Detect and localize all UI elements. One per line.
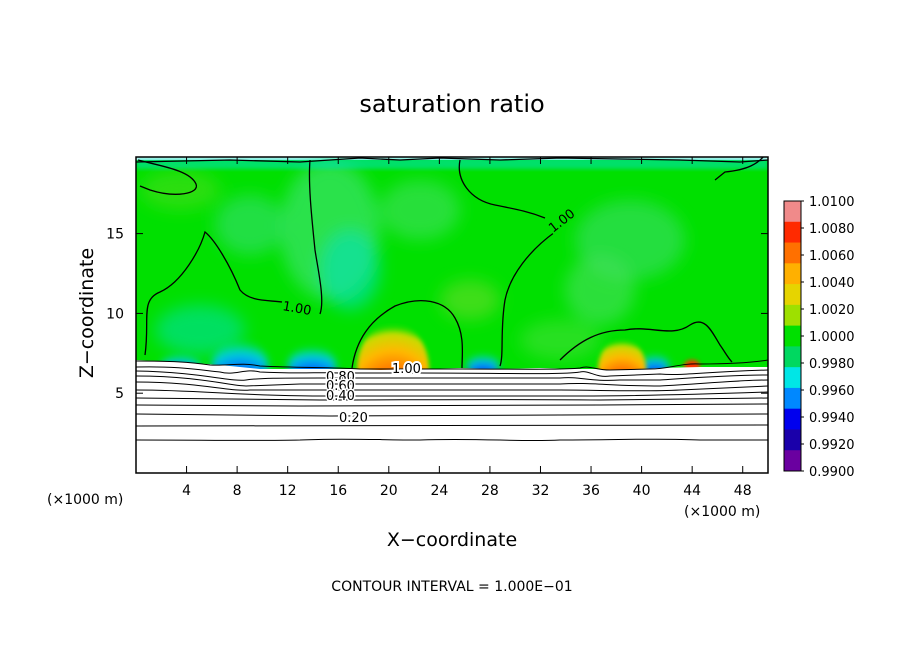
x-tick-label: 28 — [481, 483, 499, 499]
colorbar-swatch — [784, 221, 801, 244]
x-tick-label: 44 — [683, 483, 701, 499]
x-unit-right: (×1000 m) — [684, 504, 760, 520]
x-tick-label: 8 — [233, 483, 242, 499]
x-tick-label: 32 — [532, 483, 550, 499]
contour-label-4: 0.80 — [326, 370, 355, 385]
colorbar-label: 0.9900 — [809, 465, 855, 480]
x-tick-label: 12 — [279, 483, 297, 499]
colorbar-label: 0.9940 — [809, 411, 855, 426]
x-unit-left: (×1000 m) — [47, 492, 123, 508]
lower-contour-lines — [136, 359, 768, 442]
contour-label-5: 0.60 — [326, 379, 355, 394]
contour-interval-note: CONTOUR INTERVAL = 1.000E−01 — [331, 579, 572, 595]
x-axis: 4 8 12 16 20 24 28 32 36 40 44 48 — [182, 157, 752, 499]
colorbar-swatch — [784, 201, 801, 223]
y-axis-label: Z−coordinate — [76, 248, 98, 378]
colorbar-label: 1.0020 — [809, 303, 855, 318]
contour-lines — [136, 157, 768, 369]
colorbar-swatch — [784, 429, 801, 451]
plot-area: 1.00 1.00 1.00 0.80 0.60 0.40 0.20 — [136, 157, 768, 473]
field-texture — [140, 160, 685, 360]
x-tick-label: 40 — [633, 483, 651, 499]
x-tick-label: 48 — [734, 483, 752, 499]
x-tick-label: 24 — [430, 483, 448, 499]
colorbar-label: 1.0060 — [809, 249, 855, 264]
colorbar-swatch — [784, 450, 801, 472]
colorbar-swatch — [784, 408, 801, 430]
lower-dry-layer — [136, 360, 768, 473]
y-tick-label: 15 — [106, 227, 124, 243]
x-tick-label: 16 — [329, 483, 347, 499]
chart-title: saturation ratio — [359, 90, 544, 118]
colorbar-swatch — [784, 304, 801, 327]
colorbar-label: 0.9980 — [809, 357, 855, 372]
colorbar-label: 1.0040 — [809, 276, 855, 291]
colorbar-swatch — [784, 325, 801, 347]
colorbar-label: 1.0000 — [809, 330, 855, 345]
contour-label-3: 1.00 — [392, 362, 421, 377]
y-axis: 5 10 15 — [106, 227, 768, 402]
contour-label-7: 0.20 — [339, 411, 368, 426]
contour-label-6: 0.40 — [326, 389, 355, 404]
x-axis-label: X−coordinate — [387, 529, 517, 551]
colorbar-label: 0.9960 — [809, 384, 855, 399]
colorbar-swatch — [784, 263, 801, 285]
colorbar: 1.0100 1.0080 1.0060 1.0040 1.0020 1.0000 0.99… — [783, 195, 855, 480]
plot-frame — [135, 156, 769, 474]
colorbar-swatch — [784, 387, 801, 410]
x-tick-label: 36 — [582, 483, 600, 499]
colorbar-label: 0.9920 — [809, 438, 855, 453]
colorbar-swatch — [784, 242, 801, 264]
colorbar-swatch — [784, 346, 801, 368]
colorbar-swatch — [784, 367, 801, 389]
contour-label-1: 1.00 — [281, 299, 312, 319]
x-tick-label: 20 — [380, 483, 398, 499]
colorbar-label: 1.0080 — [809, 222, 855, 237]
y-tick-label: 5 — [115, 386, 124, 402]
y-tick-label: 10 — [106, 306, 124, 322]
colorbar-label: 1.0100 — [809, 195, 855, 210]
contour-value-labels: 1.00 1.00 1.00 0.80 0.60 0.40 0.20 — [279, 205, 580, 428]
colorbar-swatch — [784, 284, 801, 306]
cloud-top-band — [136, 157, 768, 169]
x-tick-label: 4 — [182, 483, 191, 499]
